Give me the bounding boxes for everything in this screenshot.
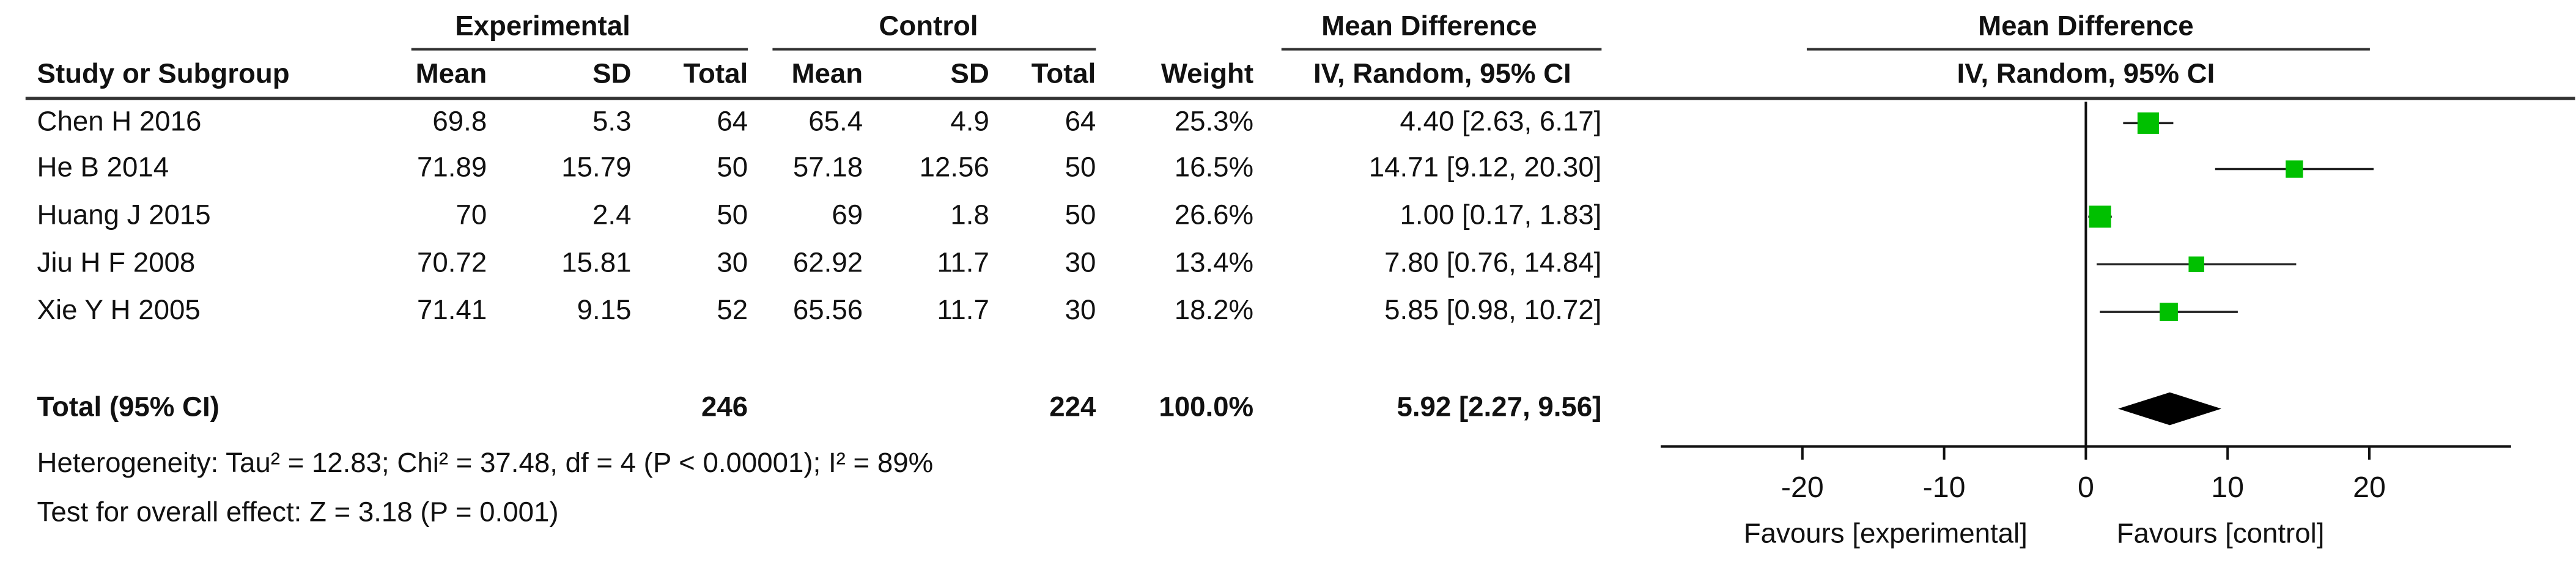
table-cell: 71.89 (417, 152, 487, 183)
table-cell: 15.79 (561, 152, 631, 183)
x-tick-label: -10 (1923, 471, 1966, 504)
table-cell: 7.80 [0.76, 14.84] (1384, 246, 1601, 278)
study-marker (2160, 303, 2178, 322)
column-header: IV, Random, 95% CI (1313, 58, 1571, 89)
chart-subtitle: IV, Random, 95% CI (1957, 58, 2215, 89)
table-cell: 69 (832, 199, 863, 230)
table-cell: 50 (1065, 199, 1096, 230)
study-marker (2137, 112, 2159, 134)
column-header: Study or Subgroup (37, 58, 290, 89)
table-cell: 13.4% (1175, 246, 1253, 278)
total-cell: 224 (1049, 391, 1096, 422)
table-cell: 65.56 (793, 294, 863, 325)
study-marker (2188, 256, 2204, 273)
table-cell: 64 (1065, 105, 1096, 136)
study-name: He B 2014 (37, 152, 169, 183)
total-cell: 100.0% (1159, 391, 1253, 422)
table-cell: 1.00 [0.17, 1.83] (1400, 199, 1602, 230)
x-tick-label: 0 (2078, 471, 2094, 504)
x-label-left: Favours [experimental] (1744, 517, 2028, 548)
x-tick-label: 20 (2353, 471, 2386, 504)
table-cell: 5.85 [0.98, 10.72] (1384, 294, 1601, 325)
table-cell: 15.81 (561, 246, 631, 278)
table-cell: 30 (717, 246, 748, 278)
x-tick-label: 10 (2211, 471, 2244, 504)
column-header: Total (684, 58, 748, 89)
study-name: Xie Y H 2005 (37, 294, 201, 325)
study-name: Huang J 2015 (37, 199, 211, 230)
column-header: Weight (1161, 58, 1253, 89)
table-cell: 26.6% (1175, 199, 1253, 230)
table-cell: 50 (717, 199, 748, 230)
table-cell: 18.2% (1175, 294, 1253, 325)
study-marker (2089, 205, 2111, 228)
table-cell: 11.7 (937, 246, 989, 278)
total-cell: 5.92 [2.27, 9.56] (1397, 391, 1602, 422)
table-cell: 12.56 (920, 152, 989, 183)
column-header: Total (1032, 58, 1096, 89)
table-cell: 30 (1065, 294, 1096, 325)
table-cell: 25.3% (1175, 105, 1253, 136)
table-cell: 50 (1065, 152, 1096, 183)
heterogeneity: Heterogeneity: Tau² = 12.83; Chi² = 37.4… (37, 447, 934, 478)
column-header: SD (950, 58, 989, 89)
table-cell: 1.8 (950, 199, 989, 230)
table-cell: 50 (717, 152, 748, 183)
x-label-right: Favours [control] (2117, 517, 2325, 548)
study-name: Chen H 2016 (37, 105, 202, 136)
total-diamond (2118, 392, 2221, 426)
table-cell: 57.18 (793, 152, 863, 183)
table-cell: 14.71 [9.12, 20.30] (1369, 152, 1602, 183)
group-header: Control (879, 10, 978, 42)
table-cell: 9.15 (577, 294, 632, 325)
group-header: Mean Difference (1321, 10, 1537, 42)
study-name: Jiu H F 2008 (37, 246, 196, 278)
overall-effect: Test for overall effect: Z = 3.18 (P = 0… (37, 496, 559, 527)
table-cell: 4.40 [2.63, 6.17] (1400, 105, 1602, 136)
table-cell: 62.92 (793, 246, 863, 278)
column-header: Mean (416, 58, 487, 89)
table-cell: 70 (456, 199, 487, 230)
chart-title: Mean Difference (1978, 10, 2193, 42)
table-cell: 30 (1065, 246, 1096, 278)
table-cell: 11.7 (937, 294, 989, 325)
total-cell: 246 (701, 391, 748, 422)
table-cell: 2.4 (592, 199, 631, 230)
column-header: SD (592, 58, 631, 89)
table-cell: 4.9 (950, 105, 989, 136)
table-cell: 70.72 (417, 246, 487, 278)
column-header: Mean (791, 58, 863, 89)
x-tick-label: -20 (1781, 471, 1824, 504)
table-cell: 65.4 (808, 105, 863, 136)
table-cell: 52 (717, 294, 748, 325)
group-header: Experimental (455, 10, 630, 42)
table-cell: 5.3 (592, 105, 631, 136)
table-cell: 69.8 (432, 105, 487, 136)
table-cell: 64 (717, 105, 748, 136)
table-cell: 71.41 (417, 294, 487, 325)
study-marker (2286, 160, 2303, 178)
table-cell: 16.5% (1175, 152, 1253, 183)
total-cell: Total (95% CI) (37, 391, 220, 422)
